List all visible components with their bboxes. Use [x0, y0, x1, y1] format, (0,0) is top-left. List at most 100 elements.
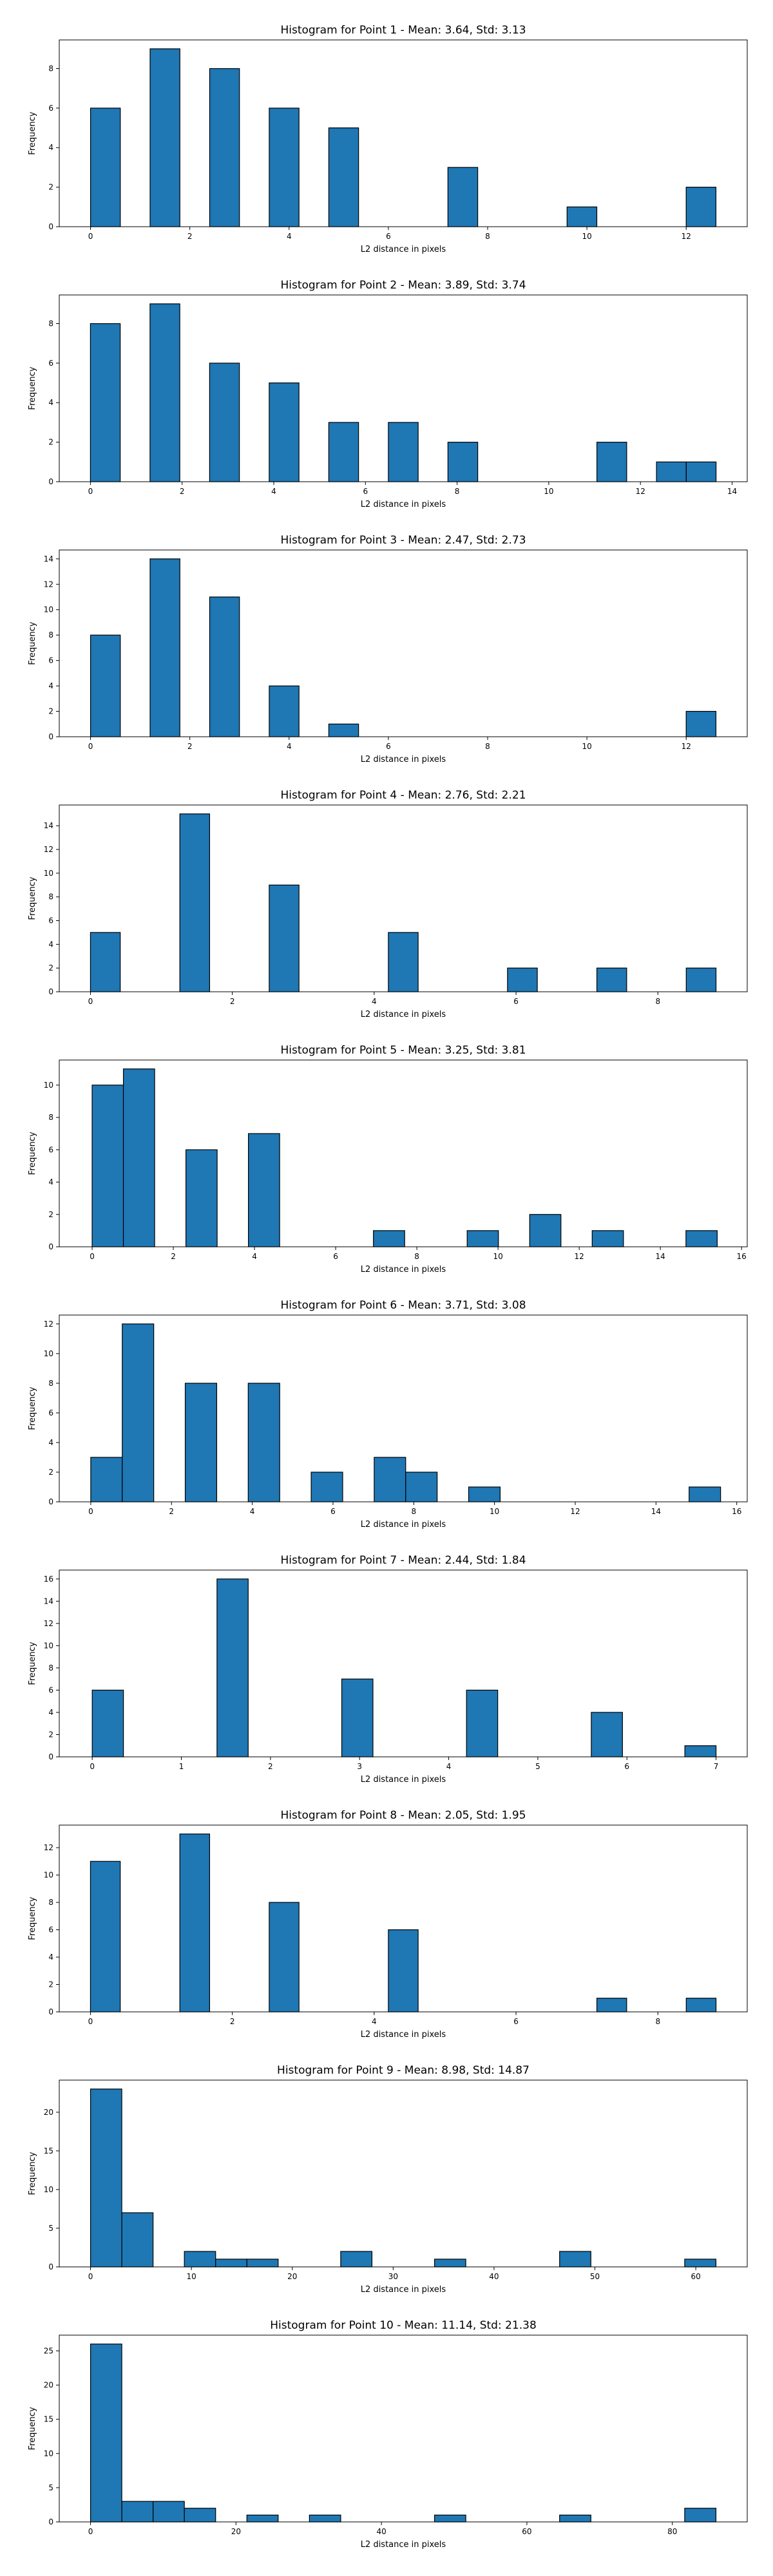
y-tick-label: 20: [44, 2381, 53, 2390]
x-tick-label: 5: [535, 1762, 540, 1771]
y-tick-label: 6: [48, 1408, 53, 1417]
x-tick-label: 14: [727, 487, 737, 496]
x-tick-label: 10: [187, 2272, 196, 2281]
x-tick-label: 6: [513, 2017, 519, 2026]
x-tick-label: 12: [682, 742, 691, 751]
y-tick-label: 4: [48, 1953, 53, 1962]
histogram-bar: [149, 48, 180, 227]
axes-frame: [59, 2079, 748, 2268]
histogram-bar: [91, 1084, 124, 1247]
x-tick-label: 4: [372, 997, 377, 1006]
x-tick-label: 0: [88, 1507, 93, 1516]
y-tick-label: 0: [48, 1497, 53, 1506]
histogram-bar: [90, 2344, 122, 2523]
x-tick-label: 4: [271, 487, 276, 496]
y-tick-label: 6: [48, 1145, 53, 1154]
chart-title: Histogram for Point 4 - Mean: 2.76, Std:…: [280, 789, 526, 802]
histogram-bar: [684, 2259, 717, 2268]
x-tick-label: 4: [446, 1762, 452, 1771]
y-tick-label: 8: [48, 893, 53, 902]
chart-panel-6: Histogram for Point 6 - Mean: 3.71, Std:…: [28, 1299, 748, 1530]
chart-panel-3: Histogram for Point 3 - Mean: 2.47, Std:…: [28, 534, 748, 764]
x-tick-label: 6: [333, 1252, 338, 1261]
y-tick-label: 5: [48, 2483, 53, 2492]
y-tick-label: 6: [48, 656, 53, 665]
x-tick-label: 40: [376, 2527, 386, 2536]
histogram-bar: [90, 932, 121, 992]
x-tick-label: 4: [252, 1252, 257, 1261]
x-axis-label: L2 distance in pixels: [361, 755, 446, 764]
x-tick-label: 4: [287, 232, 292, 241]
y-tick-label: 2: [48, 1980, 53, 1989]
histogram-bar: [685, 710, 717, 737]
x-axis-label: L2 distance in pixels: [361, 1520, 446, 1530]
chart-title: Histogram for Point 9 - Mean: 8.98, Std:…: [277, 2064, 530, 2077]
histogram-bar: [388, 422, 419, 482]
y-tick-label: 4: [48, 940, 53, 949]
x-tick-label: 2: [169, 1507, 174, 1516]
histogram-bar: [374, 1457, 406, 1502]
y-tick-label: 12: [44, 580, 53, 589]
histogram-bar: [269, 884, 300, 992]
x-tick-label: 14: [656, 1252, 665, 1261]
y-tick-label: 0: [48, 987, 53, 996]
chart-title: Histogram for Point 2 - Mean: 3.89, Std:…: [280, 279, 526, 292]
y-axis-label: Frequency: [28, 2407, 37, 2450]
x-tick-label: 2: [187, 232, 193, 241]
y-axis-label: Frequency: [28, 2152, 37, 2195]
histogram-bar: [216, 1578, 249, 1757]
y-tick-label: 10: [44, 2185, 53, 2194]
x-tick-label: 0: [88, 2272, 93, 2281]
histogram-bar: [689, 1486, 721, 1502]
histogram-bar: [559, 2251, 591, 2268]
x-tick-label: 3: [357, 1762, 362, 1771]
y-tick-label: 10: [44, 1641, 53, 1650]
x-tick-label: 0: [88, 2527, 93, 2536]
histogram-bar: [328, 127, 359, 227]
histogram-bar: [685, 1998, 717, 2012]
histogram-bar: [447, 442, 479, 482]
histogram-bar: [596, 967, 627, 992]
x-tick-label: 2: [268, 1762, 273, 1771]
x-tick-label: 0: [88, 742, 93, 751]
y-tick-label: 0: [48, 1752, 53, 1761]
histogram-bar: [90, 1457, 123, 1502]
x-tick-label: 20: [231, 2527, 241, 2536]
x-tick-label: 2: [180, 487, 185, 496]
x-tick-label: 60: [522, 2527, 531, 2536]
y-tick-label: 10: [44, 1349, 53, 1358]
histogram-bar: [122, 1323, 155, 1502]
histogram-bar: [179, 1833, 211, 2012]
y-tick-label: 10: [44, 605, 53, 614]
x-tick-label: 0: [88, 232, 93, 241]
y-tick-label: 8: [48, 630, 53, 639]
histogram-bar: [309, 2514, 341, 2523]
x-tick-label: 6: [363, 487, 368, 496]
x-tick-label: 40: [489, 2272, 499, 2281]
histogram-bar: [90, 634, 121, 737]
chart-title: Histogram for Point 10 - Mean: 11.14, St…: [270, 2319, 537, 2332]
histogram-bar: [90, 108, 121, 227]
y-tick-label: 12: [44, 845, 53, 854]
x-axis-label: L2 distance in pixels: [361, 2285, 446, 2295]
axes-frame: [59, 549, 748, 737]
histogram-bar: [684, 2508, 717, 2523]
y-tick-label: 2: [48, 707, 53, 716]
chart-panel-8: Histogram for Point 8 - Mean: 2.05, Std:…: [28, 1809, 748, 2040]
x-tick-label: 8: [485, 742, 490, 751]
y-tick-label: 20: [44, 2108, 53, 2117]
histogram-bar: [388, 1929, 419, 2012]
y-tick-label: 15: [44, 2415, 53, 2424]
histogram-bar: [684, 1745, 717, 1757]
chart-panel-5: Histogram for Point 5 - Mean: 3.25, Std:…: [28, 1044, 748, 1274]
histogram-bar: [121, 2212, 154, 2268]
y-tick-label: 14: [44, 821, 53, 830]
x-tick-label: 20: [287, 2272, 297, 2281]
chart-panel-1: Histogram for Point 1 - Mean: 3.64, Std:…: [28, 24, 748, 254]
y-tick-label: 8: [48, 1663, 53, 1672]
chart-title: Histogram for Point 7 - Mean: 2.44, Std:…: [280, 1554, 526, 1567]
x-axis-label: L2 distance in pixels: [361, 2030, 446, 2040]
y-tick-label: 15: [44, 2146, 53, 2155]
y-tick-label: 14: [44, 1596, 53, 1605]
y-tick-label: 2: [48, 1730, 53, 1739]
